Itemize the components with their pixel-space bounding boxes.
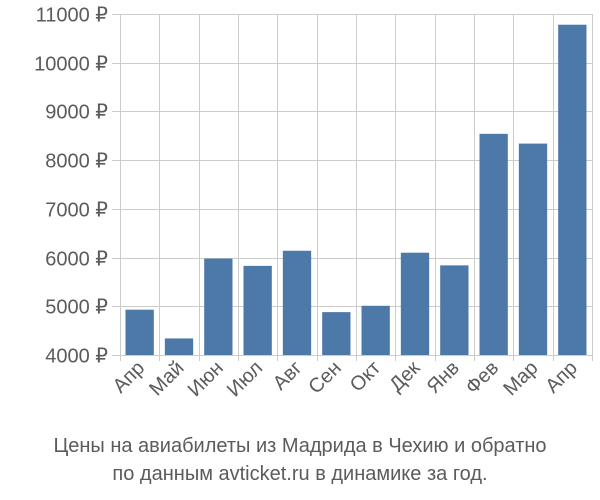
bar <box>440 265 469 355</box>
x-tick-label: Июн <box>184 357 228 401</box>
y-tick-label: 9000 ₽ <box>45 102 108 124</box>
y-tick-label: 8000 ₽ <box>45 151 108 173</box>
y-tick-labels: 4000 ₽ 5000 ₽ 6000 ₽ 7000 ₽ 8000 ₽ 9000 ₽ 1000… <box>34 5 108 368</box>
y-tick-label: 7000 ₽ <box>45 200 108 222</box>
bars <box>125 24 587 356</box>
bar <box>282 250 312 355</box>
x-tick-label: Мар <box>499 357 542 400</box>
bar <box>243 265 272 355</box>
bar <box>322 312 351 355</box>
bar <box>400 252 430 355</box>
x-tick-label: Окт <box>346 357 385 396</box>
bar <box>361 305 390 355</box>
bar <box>164 338 194 355</box>
bar <box>518 143 548 355</box>
y-tick-label: 11000 ₽ <box>36 5 109 27</box>
bar <box>479 133 508 355</box>
x-tick-label: Апр <box>109 357 150 398</box>
chart-caption-line2: по данным avticket.ru в динамике за год. <box>112 463 488 485</box>
y-tick-label: 10000 ₽ <box>34 54 108 76</box>
x-tick-label: Май <box>145 357 188 400</box>
y-tick-label: 5000 ₽ <box>45 297 108 319</box>
x-tick-label: Фев <box>462 357 504 399</box>
chart-caption-line1: Цены на авиабилеты из Мадрида в Чехию и … <box>53 435 547 457</box>
bar <box>558 24 587 356</box>
x-tick-label: Июл <box>223 357 267 401</box>
y-tick-label: 6000 ₽ <box>45 249 108 271</box>
x-tick-label: Авг <box>269 357 307 395</box>
x-tick-label: Дек <box>385 357 424 396</box>
grid-lines <box>112 14 593 361</box>
bar <box>204 258 233 355</box>
x-tick-label: Апр <box>541 357 582 398</box>
x-tick-label: Янв <box>423 357 464 398</box>
bar <box>125 309 154 355</box>
y-tick-label: 4000 ₽ <box>45 346 108 368</box>
x-tick-label: Сен <box>304 357 345 398</box>
